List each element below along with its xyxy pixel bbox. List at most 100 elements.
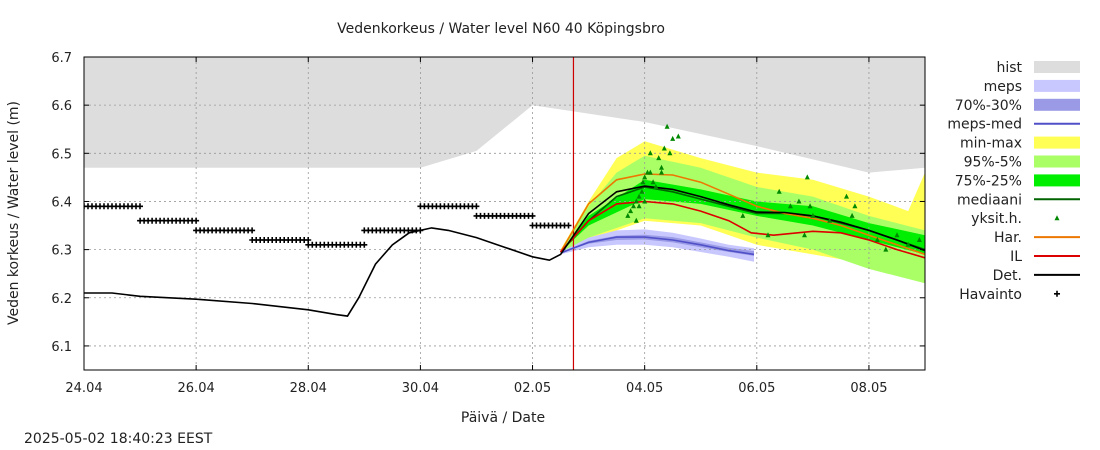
yksit-point bbox=[639, 188, 645, 194]
yksit-point bbox=[661, 145, 667, 151]
timestamp-label: 2025-05-02 18:40:23 EEST bbox=[24, 431, 213, 447]
plot-frame bbox=[83, 56, 926, 371]
y-tick-label: 6.6 bbox=[51, 99, 72, 114]
yksit-point bbox=[765, 232, 771, 238]
legend: hist meps 70%-30% meps-med min-max 95%-5% 75%-… bbox=[947, 60, 1080, 303]
x-tick-label: 02.05 bbox=[514, 381, 551, 396]
legend-label: hist bbox=[996, 60, 1022, 76]
legend-label: meps-med bbox=[947, 117, 1022, 133]
havainto-marker bbox=[361, 241, 368, 248]
yksit-point bbox=[810, 212, 816, 218]
x-tick-label: 26.04 bbox=[178, 381, 215, 396]
yksit-point bbox=[776, 188, 782, 194]
y-tick-label: 6.1 bbox=[51, 340, 72, 355]
y-tick-label: 6.5 bbox=[51, 147, 72, 162]
legend-swatch bbox=[1034, 98, 1080, 111]
y-tick-label: 6.2 bbox=[51, 292, 72, 307]
yksit-point bbox=[796, 198, 802, 204]
legend-label: yksit.h. bbox=[971, 211, 1022, 227]
legend-swatch bbox=[1034, 174, 1080, 187]
legend-label: meps bbox=[984, 79, 1022, 95]
legend-label: mediaani bbox=[957, 192, 1022, 208]
meps-med-line bbox=[560, 236, 755, 256]
yksit-point bbox=[883, 246, 889, 252]
yksit-point bbox=[650, 179, 656, 185]
yksit-point bbox=[894, 232, 900, 238]
axis-ticks: 24.04 26.04 28.04 30.04 02.05 04.05 06.05 08.05… bbox=[51, 51, 925, 396]
p70-30-band bbox=[560, 234, 754, 256]
legend-label: min-max bbox=[960, 136, 1022, 152]
yksit-point bbox=[631, 203, 636, 209]
det-line bbox=[84, 185, 925, 317]
series-lines bbox=[84, 57, 925, 370]
yksit-point bbox=[636, 203, 642, 209]
x-tick-label: 08.05 bbox=[850, 381, 887, 396]
har-line bbox=[559, 173, 925, 256]
y-tick-label: 6.3 bbox=[51, 244, 72, 259]
havainto-marker bbox=[565, 222, 572, 229]
yksit-point bbox=[664, 123, 670, 129]
yksit-point bbox=[667, 150, 673, 156]
havainto-marker bbox=[193, 217, 200, 224]
yksit-point bbox=[916, 237, 922, 242]
yksit-point bbox=[802, 232, 807, 238]
legend-swatch bbox=[1054, 290, 1060, 297]
yksit-point bbox=[675, 133, 681, 139]
yksit-point bbox=[636, 193, 642, 199]
il-line bbox=[560, 200, 925, 259]
legend-label: Havainto bbox=[959, 287, 1022, 303]
legend-label: 75%-25% bbox=[955, 173, 1022, 189]
chart-title: Vedenkorkeus / Water level N60 40 Köping… bbox=[337, 21, 665, 37]
grid-lines bbox=[84, 57, 925, 370]
yksit-point bbox=[659, 164, 664, 170]
havainto-marker bbox=[137, 203, 143, 210]
havainto-marker bbox=[249, 227, 256, 234]
x-tick-label: 30.04 bbox=[402, 381, 439, 396]
p75-25-band bbox=[560, 179, 925, 255]
yksit-point bbox=[642, 174, 648, 180]
x-tick-label: 06.05 bbox=[738, 381, 775, 396]
x-tick-label: 04.05 bbox=[626, 381, 663, 396]
legend-swatch bbox=[1034, 61, 1080, 73]
yksit-point bbox=[849, 212, 855, 218]
yksit-point bbox=[647, 169, 653, 175]
yksit-point bbox=[628, 208, 634, 214]
yksit-point bbox=[852, 203, 858, 209]
yksit-point bbox=[670, 135, 676, 141]
yksit-point bbox=[640, 179, 646, 185]
yksit-point bbox=[656, 155, 662, 161]
yksit-point bbox=[740, 212, 746, 218]
yksit-point bbox=[653, 184, 659, 189]
x-tick-label: 28.04 bbox=[290, 381, 327, 396]
yksit-point bbox=[874, 237, 880, 242]
havainto-marker bbox=[473, 203, 480, 210]
havainto-marker bbox=[529, 212, 536, 219]
legend-label: 70%-30% bbox=[955, 98, 1022, 114]
legend-swatch bbox=[1034, 79, 1080, 92]
yksit-point bbox=[659, 169, 664, 175]
y-axis-label: Veden korkeus / Water level (m) bbox=[6, 101, 22, 325]
yksit-point bbox=[804, 174, 810, 180]
legend-swatch bbox=[1034, 155, 1080, 168]
legend-label: Har. bbox=[994, 230, 1022, 246]
yksit-point bbox=[633, 198, 639, 204]
yksit-point bbox=[905, 241, 911, 247]
legend-label: 95%-5% bbox=[964, 155, 1022, 171]
yksit-point bbox=[827, 217, 833, 223]
yksit-point bbox=[625, 212, 631, 218]
x-tick-label: 24.04 bbox=[65, 381, 102, 396]
yksit-point bbox=[647, 150, 653, 156]
yksit-point bbox=[642, 198, 648, 204]
hist-band bbox=[84, 57, 925, 173]
yksit-point bbox=[633, 217, 639, 223]
x-axis-label: Päivä / Date bbox=[461, 410, 545, 426]
yksit-point bbox=[807, 203, 813, 209]
legend-label: IL bbox=[1010, 249, 1022, 265]
legend-swatch bbox=[1054, 215, 1060, 221]
legend-swatch bbox=[1034, 136, 1080, 149]
yksit-point bbox=[844, 193, 849, 199]
y-tick-label: 6.4 bbox=[51, 195, 72, 210]
y-tick-label: 6.7 bbox=[51, 51, 72, 66]
series-points bbox=[84, 123, 922, 252]
